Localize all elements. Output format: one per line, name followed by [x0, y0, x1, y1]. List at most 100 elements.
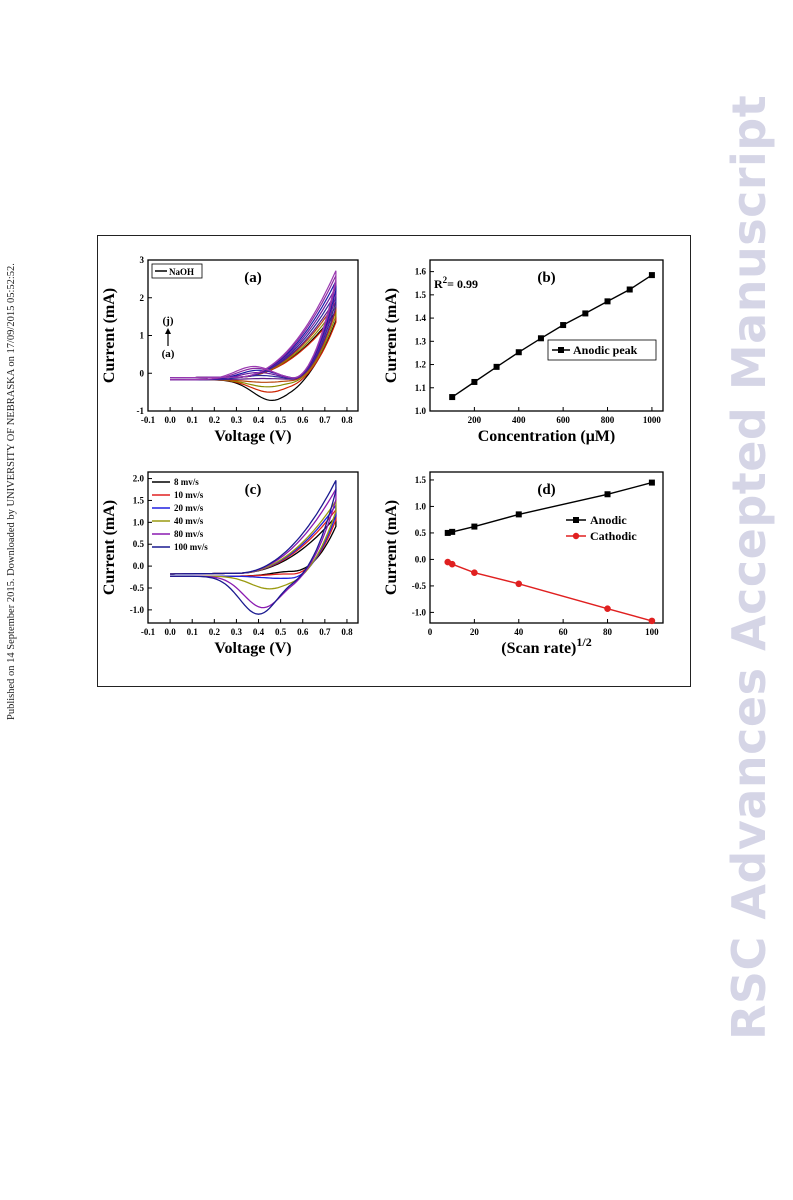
y-tick-label: 1.6 — [415, 267, 427, 277]
data-point — [449, 394, 456, 401]
y-axis-label: Current (mA) — [383, 500, 400, 595]
y-tick-label: -0.5 — [130, 583, 145, 593]
data-point — [449, 528, 456, 535]
chart-panel-d: 0 20 40 60 80 100 -1.0 -0.5 0.0 0.5 1.0 1.5 (Scan ra… — [383, 471, 664, 657]
x-tick-label: 0 — [428, 627, 433, 637]
legend-swatch-marker — [573, 517, 579, 523]
y-axis-label: Current (mA) — [383, 288, 400, 383]
panel-label: (c) — [245, 482, 262, 498]
x-tick-label: 100 — [645, 627, 659, 637]
y-tick-label: 1 — [140, 331, 145, 341]
data-point — [448, 560, 456, 568]
data-point — [648, 272, 655, 279]
x-tick-label: 0.4 — [253, 415, 265, 425]
panel-label: (b) — [537, 270, 555, 286]
x-tick-label: 0.4 — [253, 627, 265, 637]
x-tick-label: 0.3 — [231, 415, 243, 425]
data-point — [515, 580, 523, 588]
plot-frame — [429, 471, 664, 624]
x-tick-label: 0.3 — [231, 627, 243, 637]
x-tick-label: 20 — [470, 627, 480, 637]
data-point — [604, 605, 611, 612]
series-line-anodic-peak — [451, 274, 653, 398]
data-point — [626, 286, 633, 293]
r2-sup: 2 — [443, 275, 448, 285]
annotation-bottom: (a) — [162, 348, 175, 360]
publication-note-text: Published on 14 September 2015. Download… — [6, 263, 17, 720]
data-point — [515, 349, 522, 356]
data-point — [648, 617, 656, 625]
y-axis-label: Current (mA) — [101, 288, 118, 383]
y-tick-label: 0.0 — [415, 554, 427, 564]
data-point — [471, 569, 478, 576]
x-axis-label-text: Concentration (μM) — [478, 428, 615, 445]
plot-frame — [147, 471, 359, 624]
data-point — [444, 529, 451, 536]
data-point — [604, 298, 611, 305]
x-axis-label: Voltage (V) — [214, 428, 291, 445]
y-tick-label: -0.5 — [412, 581, 427, 591]
y-tick-label: 1.5 — [415, 290, 427, 300]
x-axis-label: Voltage (V) — [214, 640, 291, 657]
data-point — [515, 511, 522, 518]
y-tick-label: 1.4 — [415, 313, 427, 323]
y-tick-label: 1.0 — [415, 406, 427, 416]
panel-label: (d) — [537, 482, 555, 498]
x-axis-label-text: Voltage (V) — [214, 640, 291, 657]
y-tick-label: 1.2 — [415, 360, 427, 370]
legend-label: 100 mv/s — [174, 542, 208, 552]
series-line-cathodic — [447, 561, 653, 622]
x-axis-label-text: Voltage (V) — [214, 428, 291, 445]
figure-frame — [97, 235, 691, 687]
legend-label: 40 mv/s — [174, 516, 204, 526]
y-tick-label: 1.1 — [415, 383, 427, 393]
legend-swatch-marker — [572, 532, 580, 540]
y-tick-label: 1.5 — [133, 495, 145, 505]
x-axis-label: Concentration (μM) — [478, 428, 615, 445]
cv-curve-5 — [170, 480, 337, 615]
x-tick-label: 800 — [601, 415, 615, 425]
x-tick-label: 600 — [556, 415, 570, 425]
x-tick-label: 0.1 — [187, 627, 199, 637]
legend-label: Cathodic — [590, 529, 637, 543]
x-tick-label: 0.0 — [164, 627, 176, 637]
x-tick-label: 0.7 — [319, 627, 331, 637]
y-tick-label: 1.3 — [415, 336, 427, 346]
y-axis-label: Current (mA) — [101, 500, 118, 595]
y-tick-label: 0.5 — [133, 539, 145, 549]
legend-label: 8 mv/s — [174, 477, 199, 487]
data-point — [493, 363, 500, 370]
legend-label: NaOH — [169, 267, 194, 277]
x-tick-label: 0.6 — [297, 415, 309, 425]
data-point — [560, 322, 567, 329]
annotation-arrowhead — [165, 328, 171, 334]
x-axis-label-text: (Scan rate) — [501, 640, 576, 657]
y-tick-label: 0 — [140, 368, 145, 378]
y-tick-label: 2.0 — [133, 474, 145, 484]
panel-label: (a) — [244, 270, 262, 286]
x-tick-label: 40 — [514, 627, 524, 637]
data-point — [471, 523, 478, 530]
x-tick-label: 0.8 — [341, 627, 353, 637]
x-tick-label: 0.6 — [297, 627, 309, 637]
legend-label: 80 mv/s — [174, 529, 204, 539]
x-tick-label: -0.1 — [141, 415, 156, 425]
x-tick-label: 0.1 — [187, 415, 199, 425]
watermark-text: RSC Advances Accepted Manuscript — [722, 94, 776, 1040]
x-tick-label: 0.7 — [319, 415, 331, 425]
x-axis-label: (Scan rate)1/2 — [501, 635, 591, 657]
cv-curve-9 — [170, 270, 337, 381]
y-tick-label: 2 — [140, 293, 145, 303]
x-tick-label: 400 — [512, 415, 526, 425]
legend-box — [547, 339, 657, 361]
x-tick-label: 0.0 — [164, 415, 176, 425]
r2-label: R — [434, 277, 443, 291]
publication-side-note: Published on 14 September 2015. Download… — [6, 263, 20, 1200]
data-point — [604, 491, 611, 498]
legend-swatch-marker — [558, 347, 564, 353]
x-tick-label: 80 — [603, 627, 613, 637]
legend-label: 20 mv/s — [174, 503, 204, 513]
x-tick-label: 1000 — [643, 415, 662, 425]
x-tick-label: 200 — [468, 415, 482, 425]
r2-annotation: R2= 0.99 — [434, 275, 478, 291]
